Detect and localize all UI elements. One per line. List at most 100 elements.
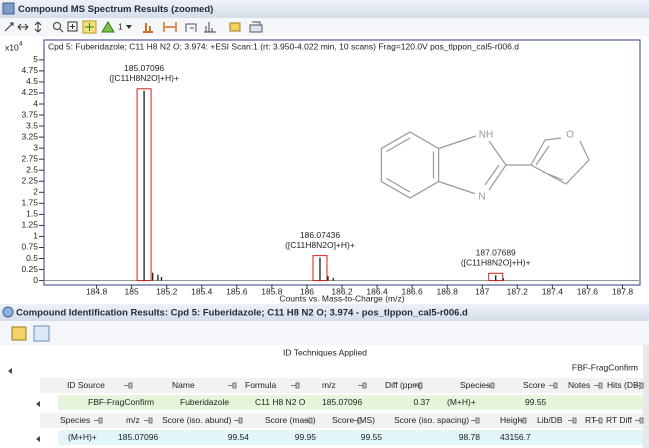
y-tick-label: 1.75 — [21, 198, 38, 208]
column-header[interactable]: Lib/DB — [537, 415, 563, 425]
panel-icon — [2, 2, 15, 15]
toolbar-button[interactable] — [33, 325, 50, 342]
x-tick-label: 185 — [125, 286, 139, 296]
column-pin[interactable] — [635, 417, 644, 424]
y-tick-label: 5 — [33, 54, 38, 64]
cell: 185.07096 — [322, 397, 362, 407]
x-tick-label: 185.6 — [226, 286, 248, 296]
column-header[interactable]: Diff (ppm) — [385, 380, 422, 390]
column-header[interactable]: Score (iso. spacing) — [394, 415, 469, 425]
peak-highlight — [488, 272, 504, 282]
column-pin[interactable] — [228, 382, 237, 389]
toolbar — [0, 321, 649, 345]
scrollbar[interactable] — [643, 345, 649, 448]
column-pin[interactable] — [471, 417, 480, 424]
y-tick-label: 1.25 — [21, 220, 38, 230]
x-tick-label: 185.4 — [191, 286, 213, 296]
cell: 43156.7 — [500, 432, 531, 442]
column-header[interactable]: m/z — [322, 380, 336, 390]
toolbar — [0, 18, 649, 36]
y-tick-label: 2.75 — [21, 153, 38, 163]
atom-label: N — [478, 192, 485, 203]
column-pin[interactable] — [568, 417, 577, 424]
y-tick-label: 4.75 — [21, 65, 38, 75]
y-tick-label: 4.5 — [26, 76, 38, 86]
column-header[interactable]: Score — [523, 380, 545, 390]
column-pin[interactable] — [144, 417, 153, 424]
column-pin[interactable] — [635, 382, 644, 389]
peak-ion-label: ([C11H8N2O]+H)+ — [461, 258, 531, 268]
column-pin[interactable] — [518, 417, 527, 424]
cell: FBF-FragConfirm — [88, 397, 154, 407]
x-tick-label: 187.6 — [577, 286, 599, 296]
row-expander[interactable] — [36, 436, 40, 442]
column-header[interactable]: Species — [60, 415, 90, 425]
toolbar-button[interactable] — [11, 326, 27, 341]
y-tick-label: 4.25 — [21, 87, 38, 97]
column-pin[interactable] — [234, 417, 243, 424]
column-pin[interactable] — [414, 382, 423, 389]
panel-title-bar — [0, 304, 649, 321]
atom-backdrop — [563, 128, 577, 141]
column-pin[interactable] — [358, 382, 367, 389]
column-header[interactable]: Score (MS) — [332, 415, 375, 425]
column-header[interactable]: Hits (DB) — [607, 380, 642, 390]
toolbar-count[interactable]: 1 — [118, 21, 123, 31]
column-pin[interactable] — [549, 382, 558, 389]
column-header[interactable]: m/z — [126, 415, 140, 425]
panel-title-bar — [0, 0, 649, 18]
y-tick-label: 1.5 — [26, 209, 38, 219]
toolbar-icons[interactable] — [4, 20, 263, 34]
peak-ion-label: ([C11H8N2O]+H)+ — [285, 240, 355, 250]
column-pin[interactable] — [594, 417, 603, 424]
y-tick-label: 3.25 — [21, 131, 38, 141]
x-tick-label: 184.8 — [86, 286, 108, 296]
column-header[interactable]: Height — [500, 415, 525, 425]
row-expander[interactable] — [8, 368, 12, 374]
x-tick-label: 186 — [300, 286, 314, 296]
panel-icon — [2, 306, 14, 318]
column-pin[interactable] — [291, 382, 300, 389]
x-tick-label: 187.8 — [612, 286, 634, 296]
y-tick-label: 0.25 — [21, 264, 38, 274]
column-pin[interactable] — [486, 382, 495, 389]
atom-label: O — [566, 130, 574, 141]
column-header[interactable]: RT — [585, 415, 596, 425]
column-pin[interactable] — [304, 417, 313, 424]
column-header[interactable]: ID Source — [67, 380, 105, 390]
cell: (M+H)+ — [68, 432, 97, 442]
cell: 99.95 — [295, 432, 317, 442]
column-header[interactable]: Score (mass) — [265, 415, 316, 425]
plot-frame — [43, 39, 641, 286]
x-tick-label: 187.4 — [542, 286, 564, 296]
column-header[interactable]: Score (iso. abund) — [162, 415, 232, 425]
column-pin[interactable] — [353, 417, 362, 424]
row-expander[interactable] — [36, 401, 40, 407]
column-header[interactable]: Species — [460, 380, 490, 390]
column-pin[interactable] — [124, 382, 133, 389]
column-header[interactable]: Name — [172, 380, 195, 390]
column-pin[interactable] — [94, 417, 103, 424]
column-header[interactable]: RT Diff — [606, 415, 633, 425]
technique-label: FBF-FragConfirm — [572, 362, 638, 372]
x-tick-label: 186.8 — [437, 286, 459, 296]
y-tick-label: 1 — [33, 231, 38, 241]
y-tick-label: 0.75 — [21, 242, 38, 252]
atom-backdrop — [476, 128, 496, 141]
x-tick-label: 186.2 — [331, 286, 353, 296]
y-tick-label: 3.5 — [26, 120, 38, 130]
atom-backdrop — [475, 190, 489, 203]
x-tick-label: 187 — [475, 286, 489, 296]
column-header[interactable]: Notes — [568, 380, 590, 390]
cell: 185.07096 — [118, 432, 158, 442]
cell: 99.55 — [361, 432, 383, 442]
data-row — [58, 395, 645, 410]
column-header[interactable]: Formula — [245, 380, 276, 390]
chart-title: Cpd 5: Fuberidazole; C11 H8 N2 O; 3.974:… — [48, 41, 519, 51]
y-scale-exponent: 4 — [19, 41, 23, 48]
atom-label: NH — [479, 130, 493, 141]
column-pin[interactable] — [594, 382, 603, 389]
header-row — [40, 378, 645, 393]
peak-mz-label: 185.07096 — [124, 63, 164, 73]
